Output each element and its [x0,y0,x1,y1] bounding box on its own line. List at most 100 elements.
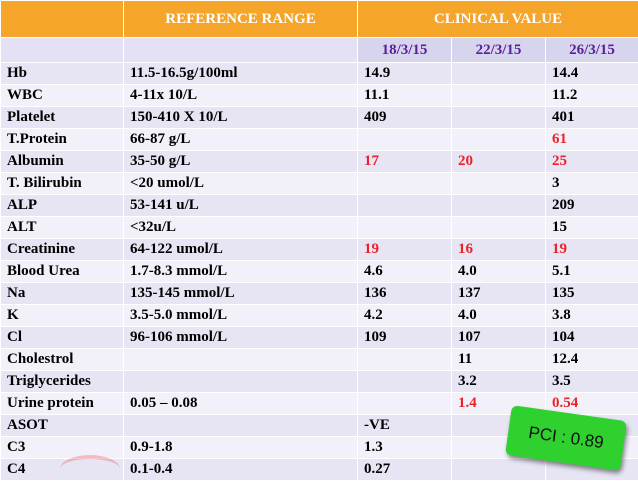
reference-range-cell: 66-87 g/L [124,129,358,151]
value-cell-3: 401 [546,107,638,129]
table-row: ALT<32u/L 15 [1,217,638,239]
value-cell-1: 136 [358,283,452,305]
test-name-cell: Creatinine [1,239,124,261]
value-cell-3: 3.8 [546,305,638,327]
value-cell-3: 104 [546,327,638,349]
reference-range-cell: 150-410 X 10/L [124,107,358,129]
test-name-cell: T. Bilirubin [1,173,124,195]
value-cell-1 [358,173,452,195]
header-clinical-value: CLINICAL VALUE [358,1,638,38]
test-name-cell: Hb [1,63,124,85]
value-cell-3: 135 [546,283,638,305]
test-name-cell: Na [1,283,124,305]
test-name-cell: Cl [1,327,124,349]
reference-range-cell [124,349,358,371]
date-1: 18/3/15 [358,38,452,63]
value-cell-2: 20 [452,151,546,173]
test-name-cell: Triglycerides [1,371,124,393]
test-name-cell: Cholestrol [1,349,124,371]
value-cell-2: 4.0 [452,261,546,283]
value-cell-3: 209 [546,195,638,217]
dates-row: 18/3/15 22/3/15 26/3/15 [1,38,638,63]
value-cell-3: 12.4 [546,349,638,371]
reference-range-cell: 35-50 g/L [124,151,358,173]
value-cell-1: 4.6 [358,261,452,283]
value-cell-1: 109 [358,327,452,349]
reference-range-cell: 4-11x 10/L [124,85,358,107]
value-cell-1: 4.2 [358,305,452,327]
value-cell-3: 3 [546,173,638,195]
value-cell-1 [358,129,452,151]
value-cell-2 [452,217,546,239]
test-name-cell: C3 [1,437,124,459]
value-cell-3: 14.4 [546,63,638,85]
value-cell-1: 1.3 [358,437,452,459]
value-cell-1: 14.9 [358,63,452,85]
reference-range-cell: 0.1-0.4 [124,459,358,481]
value-cell-2: 11 [452,349,546,371]
test-name-cell: Platelet [1,107,124,129]
date-2: 22/3/15 [452,38,546,63]
table-header-row: REFERENCE RANGE CLINICAL VALUE [1,1,638,38]
reference-range-cell: 96-106 mmol/L [124,327,358,349]
value-cell-1: 19 [358,239,452,261]
value-cell-1: -VE [358,415,452,437]
reference-range-cell: <20 umol/L [124,173,358,195]
value-cell-3: 25 [546,151,638,173]
test-name-cell: ALT [1,217,124,239]
test-name-cell: ASOT [1,415,124,437]
value-cell-1 [358,195,452,217]
value-cell-1 [358,349,452,371]
value-cell-3: 5.1 [546,261,638,283]
value-cell-2 [452,63,546,85]
test-name-cell: Albumin [1,151,124,173]
value-cell-1 [358,393,452,415]
value-cell-1: 0.27 [358,459,452,481]
value-cell-2 [452,129,546,151]
value-cell-1: 11.1 [358,85,452,107]
test-name-cell: ALP [1,195,124,217]
reference-range-cell: <32u/L [124,217,358,239]
header-reference-range: REFERENCE RANGE [124,1,358,38]
reference-range-cell: 64-122 umol/L [124,239,358,261]
test-name-cell: K [1,305,124,327]
reference-range-cell: 11.5-16.5g/100ml [124,63,358,85]
value-cell-2 [452,459,546,481]
dates-blank-cell [1,38,124,63]
value-cell-2 [452,85,546,107]
test-name-cell: WBC [1,85,124,107]
value-cell-2: 3.2 [452,371,546,393]
value-cell-3: 61 [546,129,638,151]
value-cell-1: 17 [358,151,452,173]
value-cell-2: 16 [452,239,546,261]
reference-range-cell: 0.05 – 0.08 [124,393,358,415]
value-cell-1 [358,371,452,393]
test-name-cell: T.Protein [1,129,124,151]
header-blank-cell [1,1,124,38]
pci-callout-text: PCI : 0.89 [527,423,605,453]
reference-range-cell: 53-141 u/L [124,195,358,217]
test-name-cell: Urine protein [1,393,124,415]
value-cell-2: 4.0 [452,305,546,327]
value-cell-3: 15 [546,217,638,239]
reference-range-cell: 1.7-8.3 mmol/L [124,261,358,283]
value-cell-2 [452,195,546,217]
value-cell-3: 11.2 [546,85,638,107]
date-3: 26/3/15 [546,38,638,63]
reference-range-cell [124,371,358,393]
value-cell-2: 107 [452,327,546,349]
dates-blank-cell [124,38,358,63]
